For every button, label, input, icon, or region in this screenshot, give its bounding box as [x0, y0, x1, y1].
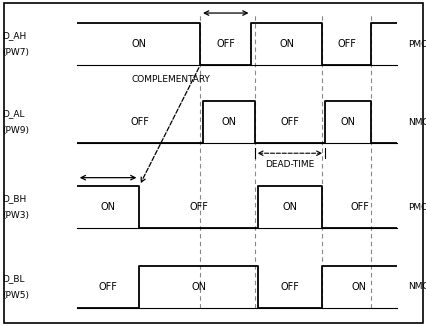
Text: OFF: OFF	[98, 282, 117, 292]
Text: OFF: OFF	[280, 117, 299, 127]
Text: ON: ON	[190, 282, 206, 292]
Text: OFF: OFF	[349, 202, 368, 212]
Text: ON: ON	[279, 39, 294, 49]
Text: DEAD-TIME: DEAD-TIME	[265, 160, 314, 169]
Text: (PW5): (PW5)	[2, 290, 29, 300]
Text: ON: ON	[101, 202, 115, 212]
Text: ON: ON	[340, 117, 355, 127]
Text: OFF: OFF	[216, 39, 235, 49]
Text: (PW9): (PW9)	[2, 126, 29, 135]
Text: PMOS: PMOS	[407, 202, 426, 212]
Text: ON: ON	[351, 282, 366, 292]
Text: COMPLEMENTARY: COMPLEMENTARY	[131, 75, 210, 84]
Text: ON: ON	[282, 202, 296, 212]
Text: D_BH: D_BH	[2, 194, 26, 203]
Text: OFF: OFF	[280, 282, 299, 292]
Text: D_AL: D_AL	[2, 110, 25, 119]
Text: (PW7): (PW7)	[2, 48, 29, 57]
Text: ON: ON	[221, 117, 236, 127]
Text: NMOS: NMOS	[407, 282, 426, 291]
Text: D_BL: D_BL	[2, 274, 25, 283]
Text: OFF: OFF	[189, 202, 207, 212]
Text: PMOS: PMOS	[407, 39, 426, 49]
Text: (PW3): (PW3)	[2, 211, 29, 220]
Text: OFF: OFF	[337, 39, 355, 49]
Text: OFF: OFF	[130, 117, 149, 127]
Text: ON: ON	[131, 39, 146, 49]
Text: NMOS: NMOS	[407, 118, 426, 127]
Text: D_AH: D_AH	[2, 31, 26, 40]
